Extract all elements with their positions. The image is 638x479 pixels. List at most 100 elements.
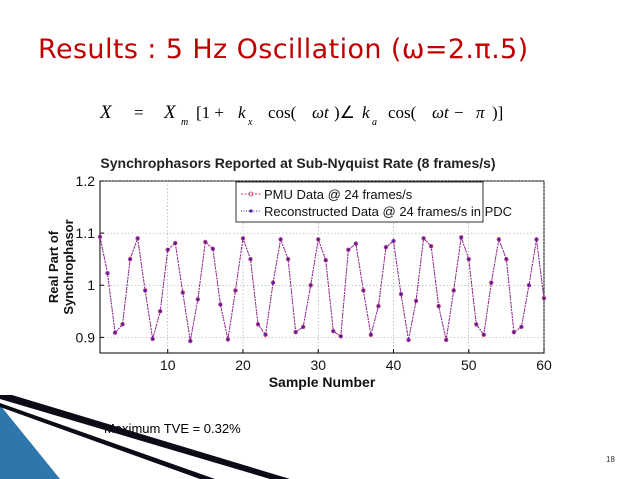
equation: X = X m [1 + k x cos( ωt )∠ k a cos( ωt … (98, 98, 528, 128)
pmu-data-point (346, 247, 351, 252)
reconstructed-data-point (203, 240, 207, 244)
y-axis-label: Real Part ofSynchrophasor (46, 219, 76, 314)
reconstructed-data-point (339, 334, 343, 338)
reconstructed-data-point (429, 244, 433, 248)
pmu-data-point (165, 247, 170, 252)
x-axis-label: Sample Number (269, 374, 376, 390)
legend-label-1: PMU Data @ 24 frames/s (264, 187, 413, 202)
y-tick-label: 1.1 (76, 225, 96, 241)
reconstructed-data-point (482, 333, 486, 337)
legend-marker-1 (248, 191, 254, 197)
pmu-data-point (496, 237, 502, 242)
series-line-2 (99, 236, 545, 342)
equation-pi: π (476, 103, 485, 122)
decorative-blue-wedge (0, 405, 60, 479)
y-tick-label: 0.9 (76, 329, 96, 345)
page-number: 18 (606, 455, 615, 464)
equation-close1: )∠ (334, 103, 355, 122)
pmu-data-point (293, 329, 298, 335)
reconstructed-data-point (331, 329, 335, 333)
reconstructed-data-point (128, 257, 132, 261)
reconstructed-data-point (211, 247, 215, 251)
pmu-data-point (97, 234, 103, 239)
reconstructed-data-point (535, 237, 538, 241)
pmu-data-point (481, 332, 486, 337)
reconstructed-data-point (422, 236, 425, 240)
equation-equals: = (134, 103, 144, 122)
pmu-data-point (248, 256, 253, 262)
y-axis-label-line-1: Real Part of (46, 230, 61, 303)
reconstructed-data-point (241, 236, 245, 240)
decorative-dark-stripe (0, 395, 290, 479)
legend-marker-2 (249, 209, 253, 213)
pmu-data-point (263, 332, 268, 337)
reconstructed-data-point (316, 237, 320, 241)
reconstructed-data-point (467, 257, 471, 261)
x-axis-ticks: 10 20 30 40 50 60 (160, 349, 552, 373)
reconstructed-data-point (279, 237, 283, 241)
reconstructed-data-point (489, 281, 493, 285)
equation-x: X (163, 102, 177, 123)
reconstructed-data-point (512, 330, 516, 334)
equation-sub-m: m (181, 117, 188, 128)
decorative-dark-stripe-2 (0, 403, 215, 479)
equation-lhs: X (99, 102, 113, 123)
reconstructed-data-point (249, 257, 252, 261)
x-tick-label: 50 (461, 357, 477, 373)
pmu-data-point (203, 239, 208, 245)
y-tick-label: 1.2 (76, 173, 96, 189)
reconstructed-data-point (527, 283, 531, 287)
equation-cos2: cos( (388, 103, 417, 122)
reconstructed-data-point (399, 292, 403, 296)
reconstructed-data-point (369, 333, 373, 337)
pmu-data-point (285, 256, 291, 262)
x-tick-label: 60 (536, 357, 552, 373)
x-tick-label: 10 (160, 357, 176, 373)
reconstructed-data-point (504, 257, 508, 261)
reconstructed-data-point (196, 297, 200, 301)
reconstructed-data-point (226, 338, 230, 341)
pmu-data-point (511, 329, 517, 335)
reconstructed-data-point (166, 248, 170, 252)
equation-part1: [1 + (196, 103, 224, 122)
reconstructed-data-point (309, 283, 313, 287)
pmu-data-point (519, 324, 524, 330)
y-axis-ticks: 0.9 1 1.1 1.2 (76, 173, 104, 345)
y-axis-label-line-2: Synchrophasor (61, 219, 76, 314)
reconstructed-data-point (294, 330, 298, 334)
reconstructed-data-point (414, 299, 418, 303)
pmu-data-point (308, 283, 313, 288)
reconstructed-data-point (256, 322, 260, 326)
reconstructed-data-point (181, 291, 185, 294)
max-tve-text: Maximum TVE = 0.32% (104, 421, 241, 436)
pmu-data-point (504, 256, 509, 262)
reconstructed-data-point (106, 271, 109, 275)
reconstructed-data-point (520, 325, 523, 329)
reconstructed-data-point (113, 331, 117, 335)
x-tick-label: 30 (310, 357, 326, 373)
reconstructed-data-point (143, 289, 147, 292)
x-tick-label: 40 (386, 357, 402, 373)
equation-cos1: cos( (268, 103, 297, 122)
slide-title: Results : 5 Hz Oscillation (ω=2.π.5) (38, 34, 529, 65)
decorative-swoosh (0, 395, 290, 479)
pmu-data-point (338, 334, 344, 339)
equation-close2: )] (492, 103, 503, 122)
chart: Synchrophasors Reported at Sub-Nyquist R… (46, 155, 552, 390)
reconstructed-data-point (354, 242, 358, 245)
legend: PMU Data @ 24 frames/s Reconstructed Data… (235, 181, 512, 223)
reconstructed-data-point (219, 303, 222, 306)
reconstructed-data-point (234, 289, 237, 292)
reconstructed-data-point (377, 304, 380, 308)
equation-k: k (238, 103, 246, 122)
reconstructed-data-point (474, 322, 478, 326)
reconstructed-data-point (173, 241, 177, 245)
reconstructed-data-point (324, 258, 328, 262)
reconstructed-data-point (452, 289, 456, 292)
reconstructed-data-point (158, 309, 162, 313)
reconstructed-data-point (407, 338, 410, 342)
reconstructed-data-point (459, 235, 463, 239)
reconstructed-data-point (264, 333, 267, 337)
reconstructed-data-point (121, 322, 124, 326)
pmu-data-point (300, 324, 306, 330)
